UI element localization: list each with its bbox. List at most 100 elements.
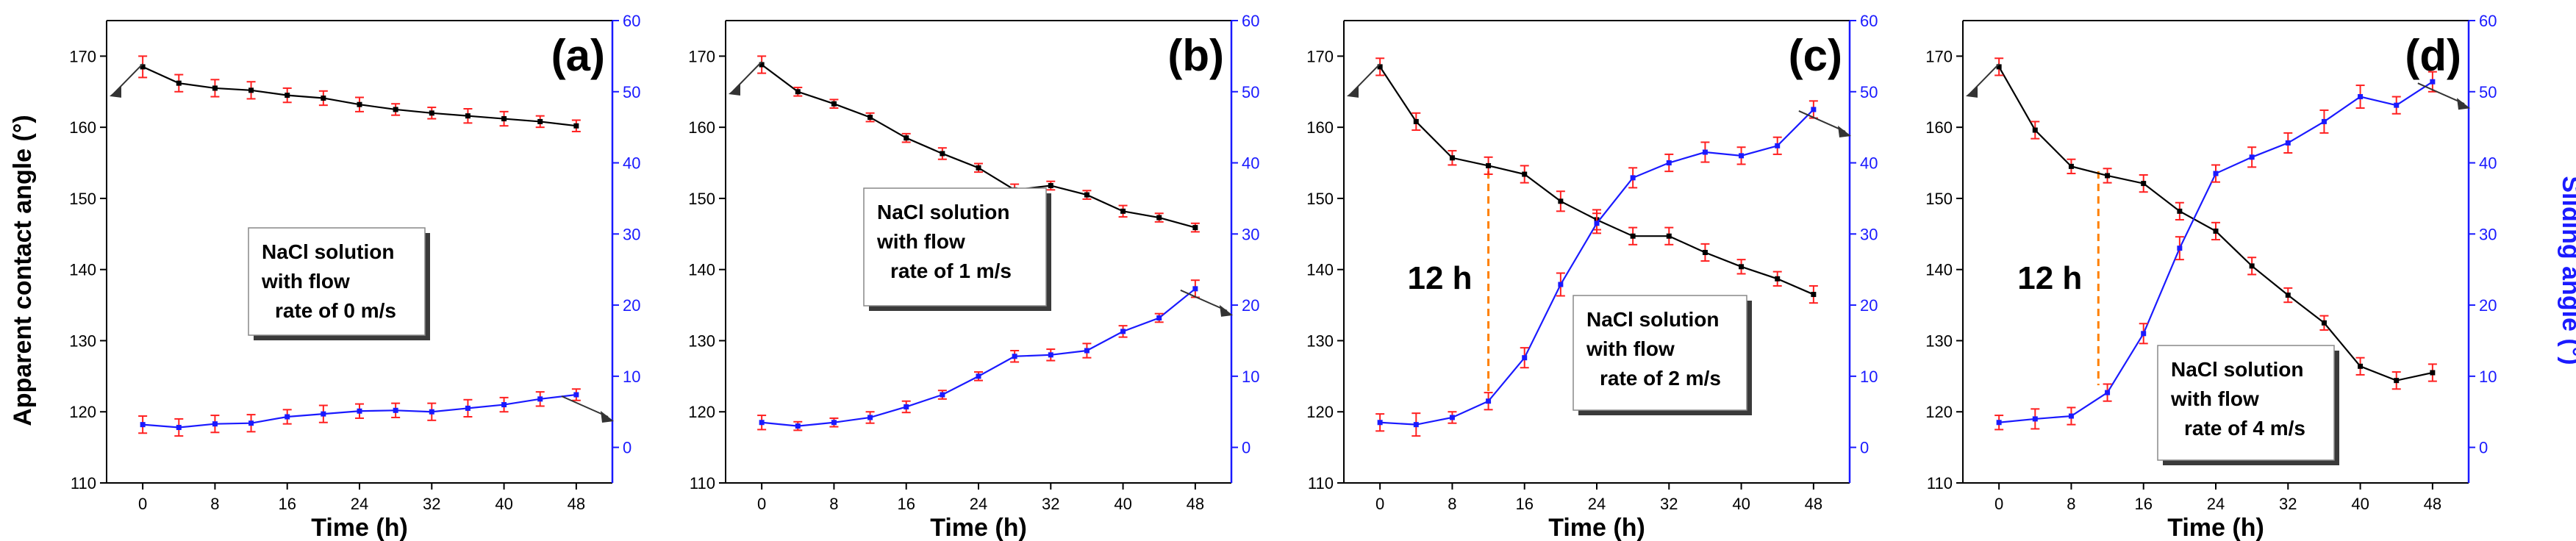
contact-angle-point [2358, 363, 2364, 369]
right-axis-arrow [1798, 110, 1846, 132]
left-tick-label: 140 [69, 261, 96, 279]
contact-angle-point [2394, 378, 2400, 384]
annotation-box [863, 187, 1047, 307]
contact-angle-point [1739, 264, 1745, 270]
right-tick-label: 20 [623, 296, 640, 315]
right-tick-label: 20 [1242, 296, 1259, 315]
x-tick-label: 48 [1805, 495, 1822, 513]
sliding-angle-point [1630, 175, 1636, 181]
x-axis-label: Time (h) [1548, 514, 1645, 541]
contact-angle-point [904, 135, 909, 141]
right-tick-label: 40 [2479, 154, 2497, 173]
x-tick-label: 32 [1042, 495, 1059, 513]
sliding-angle-point [357, 408, 362, 414]
contact-angle-point [1156, 215, 1162, 221]
contact-angle-point [465, 113, 471, 119]
contact-angle-point [1377, 64, 1383, 70]
sliding-angle-point [1811, 107, 1817, 112]
left-tick-label: 160 [1925, 118, 1953, 137]
left-tick-label: 150 [1925, 190, 1953, 208]
sliding-angle-point [1486, 398, 1492, 404]
contact-angle-point [2430, 370, 2436, 376]
x-tick-label: 40 [2351, 495, 2369, 513]
contact-angle-point [1192, 225, 1198, 231]
contact-angle-point [176, 80, 182, 86]
left-tick-label: 130 [1306, 332, 1334, 350]
sliding-angle-point [2105, 390, 2111, 395]
x-tick-label: 8 [2067, 495, 2075, 513]
contact-angle-point [940, 151, 945, 157]
sliding-angle-point [1594, 221, 1600, 226]
left-tick-label: 160 [69, 118, 96, 137]
right-tick-label: 40 [1242, 154, 1259, 173]
right-tick-label: 30 [2479, 225, 2497, 243]
left-tick-label: 120 [688, 403, 715, 421]
left-tick-label: 170 [1925, 47, 1953, 65]
sliding-angle-point [1120, 329, 1126, 334]
right-axis-label: Sliding angle (°) [2557, 176, 2576, 365]
x-tick-label: 40 [1114, 495, 1131, 513]
left-tick-label: 110 [690, 474, 715, 492]
sliding-angle-point [248, 420, 254, 426]
sliding-angle-point [1775, 143, 1781, 148]
sliding-angle-point [1048, 352, 1053, 358]
right-axis-arrow [561, 395, 609, 418]
contact-angle-point [1084, 192, 1090, 198]
sliding-angle-point [1739, 153, 1745, 159]
sliding-angle-point [2430, 79, 2436, 85]
annotation-box [248, 227, 426, 336]
sliding-angle-point [429, 409, 434, 415]
sliding-angle-point [321, 411, 326, 417]
left-axis-arrowhead [1347, 85, 1359, 98]
sliding-angle-point [2321, 118, 2327, 124]
left-tick-label: 140 [1306, 261, 1334, 279]
panel-label: (b) [1167, 31, 1224, 80]
contact-angle-point [2032, 127, 2038, 133]
sliding-angle-point [2032, 416, 2038, 422]
contact-angle-point [140, 64, 146, 70]
annotation-line: with flow [1586, 337, 1675, 360]
contact-angle-point [2068, 163, 2074, 169]
contact-angle-point [429, 110, 434, 116]
sliding-angle-point [867, 415, 873, 420]
right-tick-label: 30 [1242, 225, 1259, 243]
x-tick-label: 8 [210, 495, 219, 513]
left-tick-label: 160 [1306, 118, 1334, 137]
sliding-angle-point [1522, 355, 1528, 361]
sliding-angle-point [1558, 282, 1564, 287]
right-tick-label: 50 [2479, 83, 2497, 101]
sliding-angle-point [1413, 422, 1419, 428]
left-tick-label: 130 [1925, 332, 1953, 350]
annotation-line: with flow [876, 230, 965, 253]
left-tick-label: 170 [1306, 47, 1334, 65]
contact-angle-point [393, 107, 398, 112]
x-tick-label: 16 [897, 495, 915, 513]
contact-angle-point [1630, 233, 1636, 239]
left-tick-label: 170 [688, 47, 715, 65]
contact-angle-point [357, 101, 362, 107]
annotation-line: with flow [2170, 387, 2259, 410]
contact-angle-line [142, 65, 576, 127]
right-axis-arrow [1180, 289, 1228, 312]
annotation-line: NaCl solution [262, 240, 394, 263]
contact-angle-point [1048, 183, 1053, 189]
annotation-line: NaCl solution [1586, 308, 1719, 331]
left-axis-arrowhead [1966, 85, 1978, 98]
x-tick-label: 32 [1660, 495, 1678, 513]
left-tick-label: 130 [69, 332, 96, 350]
contact-angle-point [1413, 118, 1419, 124]
annotation-line: with flow [261, 270, 350, 293]
contact-angle-point [501, 116, 507, 122]
x-tick-label: 24 [970, 495, 987, 513]
right-tick-label: 60 [1860, 12, 1878, 30]
time-marker-label: 12 h [2017, 260, 2082, 296]
right-axis-arrow [2417, 82, 2465, 105]
right-tick-label: 50 [623, 83, 640, 101]
chart-panel-c: 0 8 16 24 32 40 48 Time (h) 110 120 130 140 150 160 17… [1306, 12, 1878, 541]
right-tick-label: 10 [1242, 368, 1259, 386]
sliding-angle-point [1996, 420, 2002, 426]
x-tick-label: 24 [2207, 495, 2225, 513]
x-tick-label: 0 [1375, 495, 1384, 513]
x-tick-label: 0 [138, 495, 147, 513]
contact-angle-point [1449, 155, 1455, 161]
